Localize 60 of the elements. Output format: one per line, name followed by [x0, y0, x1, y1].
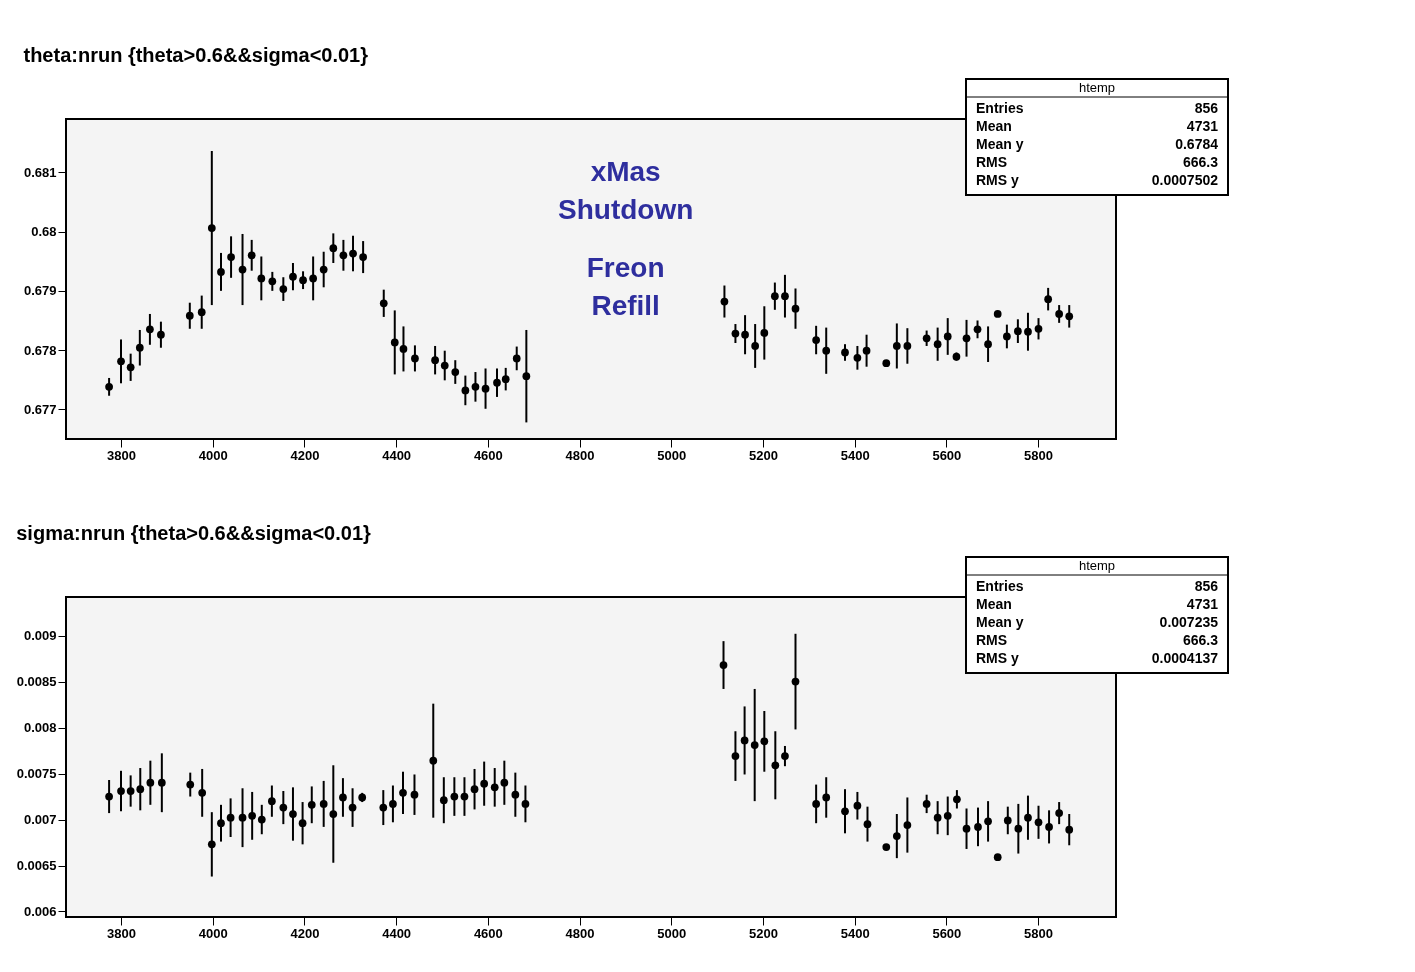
y-tick-label: 0.0065: [16, 858, 57, 874]
x-tick-label: 4800: [565, 925, 595, 941]
x-tick-label: 5000: [657, 447, 687, 463]
text: 0.0007502: [1151, 172, 1219, 188]
x-tick-label: 3800: [107, 447, 136, 463]
x-tick-label: 3800: [107, 925, 136, 941]
y-tick-label: 0.0075: [16, 766, 57, 782]
y-tick-label: 0.006: [23, 903, 57, 919]
x-tick-label: 5200: [748, 447, 778, 463]
text: 0.007235: [1159, 614, 1219, 630]
x-tick-label: 4000: [198, 925, 228, 941]
y-tick-label: 0.009: [23, 628, 57, 644]
x-tick-label: 5800: [1024, 447, 1054, 463]
text: htemp: [1078, 558, 1116, 573]
y-tick-label: 0.68: [31, 224, 57, 240]
x-tick-label: 4600: [473, 447, 503, 463]
text: htemp: [1078, 80, 1116, 95]
y-tick-label: 0.678: [23, 342, 57, 358]
x-tick-label: 4000: [198, 447, 228, 463]
x-tick-label: 5400: [840, 447, 870, 463]
x-tick-label: 5600: [932, 447, 962, 463]
text: 666.3: [1182, 632, 1219, 648]
x-tick-label: 4800: [565, 447, 595, 463]
text: 856: [1194, 100, 1219, 116]
text: Entries: [976, 100, 1024, 116]
x-tick-label: 5400: [840, 925, 870, 941]
y-tick-label: 0.008: [23, 720, 57, 736]
annotation: RMS: [976, 154, 1008, 170]
x-tick-label: 5200: [748, 925, 778, 941]
text: 0.0004137: [1151, 650, 1219, 666]
annotation: RMS y: [976, 650, 1019, 666]
y-tick-label: 0.681: [23, 164, 57, 180]
text: 4731: [1186, 596, 1219, 612]
y-tick-label: 0.677: [23, 401, 57, 417]
text: Entries: [976, 578, 1024, 594]
x-tick-label: 4200: [290, 925, 320, 941]
text: 666.3: [1182, 154, 1219, 170]
annotation: RMS: [976, 632, 1008, 648]
x-tick-label: 4400: [382, 925, 412, 941]
x-tick-label: 4200: [290, 447, 320, 463]
annotation: Mean: [976, 596, 1012, 612]
annotation: Freon Refill: [586, 252, 665, 322]
y-tick-label: 0.0085: [16, 674, 57, 690]
y-tick-label: 0.007: [23, 812, 57, 828]
annotation: RMS y: [976, 172, 1019, 188]
annotation: Mean y: [976, 136, 1024, 152]
chart-title: theta:nrun {theta>0.6&&sigma<0.01}: [23, 44, 369, 66]
annotation: xMas Shutdown: [558, 156, 694, 226]
chart-title: sigma:nrun {theta>0.6&&sigma<0.01}: [16, 522, 372, 544]
x-tick-label: 5000: [657, 925, 687, 941]
x-tick-label: 4600: [473, 925, 503, 941]
text: 0.6784: [1175, 136, 1219, 152]
text: 4731: [1186, 118, 1219, 134]
y-tick-label: 0.679: [23, 283, 57, 299]
x-tick-label: 4400: [382, 447, 412, 463]
x-tick-label: 5600: [932, 925, 962, 941]
x-tick-label: 5800: [1024, 925, 1054, 941]
text: 856: [1194, 578, 1219, 594]
annotation: Mean y: [976, 614, 1024, 630]
annotation: Mean: [976, 118, 1012, 134]
